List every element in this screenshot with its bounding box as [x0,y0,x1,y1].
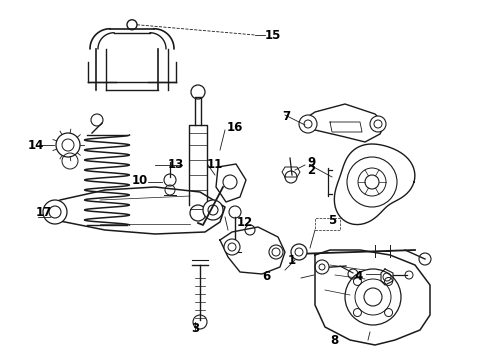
Polygon shape [334,144,415,225]
Circle shape [43,200,67,224]
Text: 16: 16 [227,121,244,134]
Circle shape [269,245,283,259]
Text: 1: 1 [288,253,296,266]
Text: 12: 12 [237,216,253,229]
Circle shape [291,244,307,260]
Text: 3: 3 [191,321,199,334]
Polygon shape [216,164,246,202]
Text: 7: 7 [282,109,290,122]
Text: 13: 13 [168,158,184,171]
Circle shape [299,115,317,133]
Text: 4: 4 [354,270,362,283]
Text: 11: 11 [207,158,223,171]
Text: 14: 14 [28,139,45,152]
Text: 5: 5 [328,213,336,226]
Text: 17: 17 [36,206,52,219]
Text: 6: 6 [262,270,270,283]
Text: 9: 9 [307,156,315,168]
Text: 10: 10 [132,174,148,186]
Circle shape [224,239,240,255]
Text: 8: 8 [330,333,338,346]
Text: 2: 2 [307,163,315,176]
Circle shape [370,116,386,132]
Polygon shape [45,187,225,234]
Polygon shape [220,227,285,274]
Circle shape [315,260,329,274]
Text: 15: 15 [265,28,281,41]
Circle shape [203,200,223,220]
Polygon shape [300,104,385,142]
Polygon shape [315,250,430,345]
